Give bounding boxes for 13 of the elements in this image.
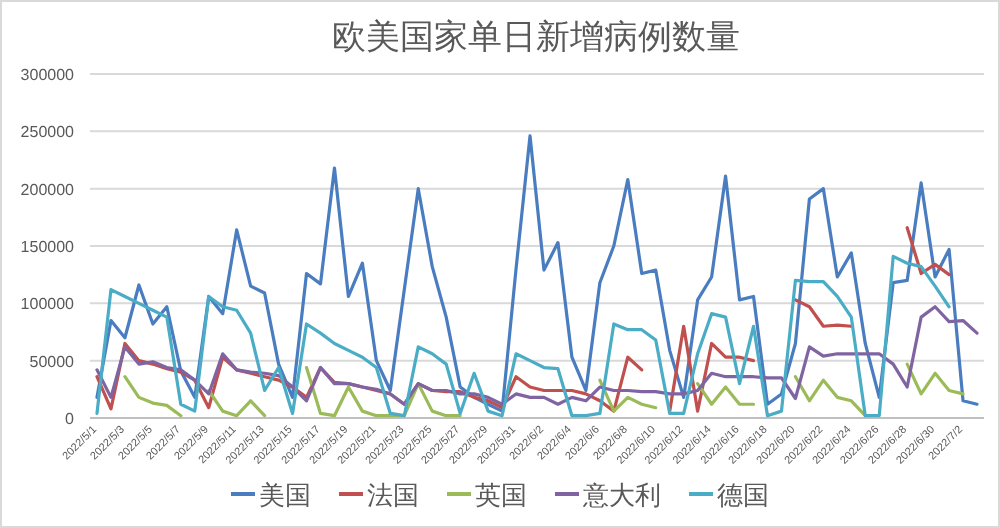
y-tick-label: 0 bbox=[65, 410, 76, 428]
y-tick-label: 150000 bbox=[20, 238, 76, 256]
legend-label: 英国 bbox=[475, 480, 527, 510]
chart-title: 欧美国家单日新增病例数量 bbox=[332, 18, 740, 56]
y-tick-label: 300000 bbox=[20, 66, 76, 84]
legend-label: 美国 bbox=[259, 480, 311, 510]
y-tick-label: 100000 bbox=[20, 295, 76, 314]
y-tick-label: 250000 bbox=[20, 123, 76, 142]
legend-label: 法国 bbox=[367, 480, 419, 510]
legend-label: 意大利 bbox=[581, 480, 661, 510]
y-tick-label: 200000 bbox=[20, 180, 76, 199]
y-tick-label: 50000 bbox=[29, 352, 76, 371]
legend-label: 德国 bbox=[717, 480, 769, 510]
